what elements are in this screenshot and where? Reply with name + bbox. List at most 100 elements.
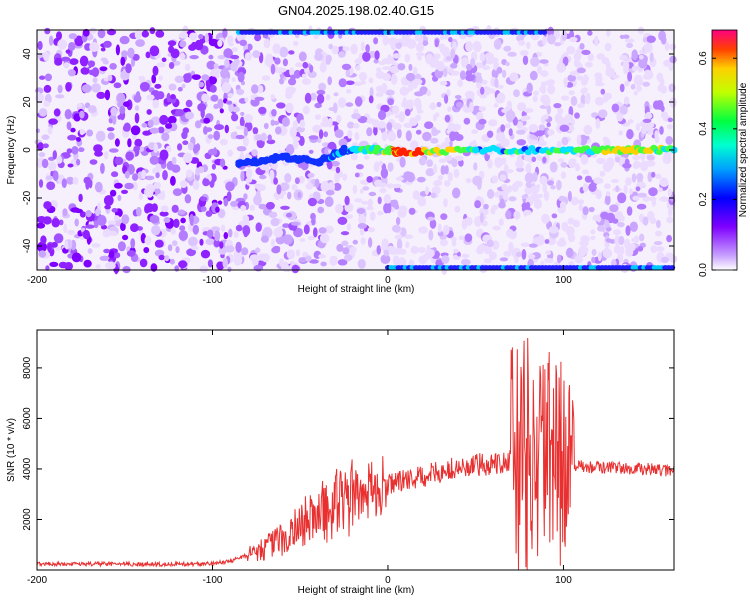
heatmap-cell [516, 34, 525, 42]
heatmap-cell [251, 84, 259, 94]
heatmap-cell [42, 143, 49, 149]
x-tick-label: 100 [555, 275, 572, 286]
heatmap-cell [120, 70, 130, 81]
heatmap-cell [559, 201, 567, 210]
heatmap-cell [138, 146, 145, 153]
heatmap-cell [109, 189, 117, 197]
heatmap-cell [502, 192, 509, 200]
heatmap-cell [489, 88, 496, 94]
heatmap-cell [472, 175, 483, 186]
heatmap-cell [354, 132, 360, 141]
heatmap-cell [540, 70, 549, 77]
x-tick-label: 0 [385, 275, 391, 286]
heatmap-cell [537, 65, 542, 74]
heatmap-cell [382, 66, 393, 71]
heatmap-cell [224, 245, 235, 253]
heatmap-cell [596, 157, 606, 165]
heatmap-cell [544, 239, 550, 244]
heatmap-cell [614, 156, 621, 163]
heatmap-cell [505, 210, 512, 220]
heatmap-cell [614, 235, 621, 246]
heatmap-cell [221, 82, 232, 94]
heatmap-cell [56, 31, 62, 41]
heatmap-cell [278, 258, 285, 267]
heatmap-cell [604, 42, 612, 52]
heatmap-cell [354, 58, 363, 65]
heatmap-cell [179, 40, 187, 48]
heatmap-cell [669, 43, 677, 51]
heatmap-cell [624, 80, 630, 87]
heatmap-cell [242, 136, 249, 147]
heatmap-cell [291, 184, 298, 191]
heatmap-cell [109, 148, 119, 153]
signal-point [384, 146, 392, 154]
heatmap-cell [113, 252, 121, 259]
heatmap-cell [132, 181, 138, 191]
heatmap-cell [397, 208, 407, 218]
heatmap-cell [541, 213, 550, 224]
heatmap-cell [165, 145, 172, 153]
heatmap-cell [600, 88, 606, 95]
heatmap-cell [55, 94, 65, 99]
heatmap-cell [331, 45, 339, 55]
heatmap-cell [133, 145, 140, 152]
heatmap-cell [236, 88, 245, 96]
heatmap-cell [385, 89, 395, 96]
heatmap-cell [287, 191, 292, 200]
heatmap-cell [493, 38, 502, 50]
heatmap-cell [63, 62, 70, 68]
heatmap-cell [452, 187, 461, 199]
heatmap-cell [224, 124, 229, 134]
heatmap-cell [162, 170, 168, 181]
heatmap-cell [273, 177, 278, 185]
heatmap-cell [96, 91, 106, 99]
heatmap-cell [386, 183, 394, 189]
heatmap-cell [268, 211, 278, 218]
heatmap-cell [367, 199, 374, 206]
heatmap-cell [580, 88, 588, 95]
heatmap-cell [619, 34, 625, 40]
heatmap-cell [230, 200, 239, 207]
heatmap-cell [415, 129, 422, 135]
heatmap-cell [310, 212, 316, 221]
heatmap-cell [170, 94, 176, 100]
heatmap-cell [660, 85, 667, 94]
heatmap-cell [139, 258, 148, 268]
heatmap-cell [547, 236, 557, 246]
heatmap-cell [447, 171, 453, 182]
heatmap-cell [198, 81, 205, 88]
heatmap-cell [629, 243, 636, 252]
heatmap-cell [121, 214, 130, 225]
heatmap-cell [576, 134, 582, 146]
heatmap-cell [43, 201, 52, 210]
heatmap-cell [91, 83, 101, 93]
heatmap-cell [648, 187, 658, 197]
heatmap-cell [529, 134, 536, 140]
heatmap-cell [297, 191, 302, 199]
heatmap-cell [476, 111, 484, 121]
heatmap-cell [311, 218, 316, 226]
heatmap-cell [602, 136, 609, 143]
heatmap-cell [312, 124, 322, 134]
heatmap-cell [388, 246, 399, 255]
heatmap-cell [478, 118, 487, 125]
heatmap-cell [473, 162, 478, 171]
heatmap-cell [37, 142, 44, 151]
heatmap-cell [123, 101, 130, 107]
heatmap-cell [590, 235, 596, 241]
heatmap-cell [442, 224, 450, 236]
heatmap-cell [138, 192, 143, 200]
heatmap-cell [582, 206, 589, 216]
heatmap-cell [93, 220, 99, 229]
snr-y-label: SNR (10 * v/v) [6, 418, 17, 482]
heatmap-cell [325, 54, 332, 63]
colorbar-tick-label: 0.6 [698, 51, 709, 65]
heatmap-cell [536, 154, 542, 161]
heatmap-cell [185, 99, 193, 108]
heatmap-cell [292, 120, 299, 129]
heatmap-cell [618, 130, 623, 136]
heatmap-cell [49, 261, 59, 267]
heatmap-cell [564, 114, 574, 122]
heatmap-cell [578, 204, 584, 211]
heatmap-cell [439, 81, 448, 86]
